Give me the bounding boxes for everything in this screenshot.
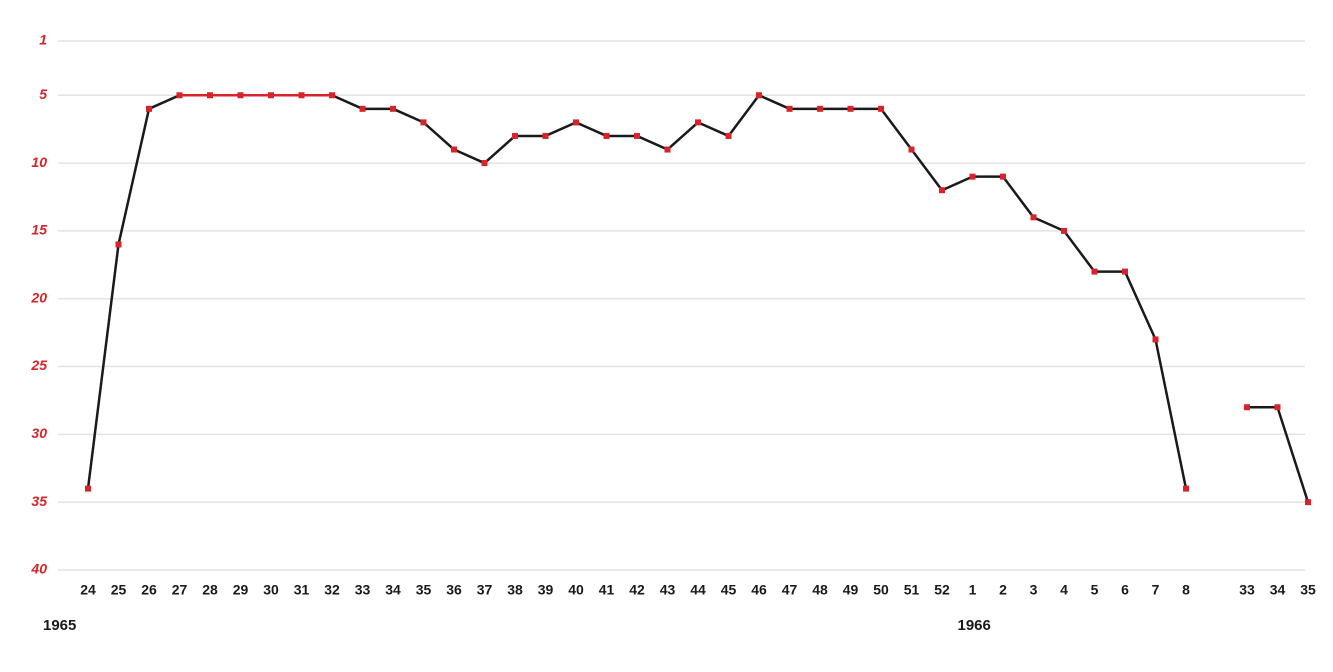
x-tick-label: 32 — [324, 582, 340, 598]
x-tick-label: 5 — [1091, 582, 1099, 598]
x-tick-label: 40 — [568, 582, 584, 598]
marker — [1305, 499, 1311, 506]
y-tick-label: 35 — [31, 493, 47, 509]
x-tick-label: 38 — [507, 582, 523, 598]
x-tick-label: 28 — [202, 582, 218, 598]
marker — [268, 92, 274, 99]
x-tick-label: 37 — [477, 582, 493, 598]
x-tick-label: 29 — [233, 582, 249, 598]
marker — [390, 105, 396, 112]
marker — [542, 132, 549, 139]
marker — [115, 241, 122, 248]
marker — [1244, 404, 1250, 411]
y-tick-label: 30 — [31, 425, 47, 441]
x-tick-label: 26 — [141, 582, 157, 598]
marker — [329, 92, 335, 99]
marker — [1183, 485, 1189, 492]
x-tick-label: 44 — [690, 582, 706, 598]
x-tick-label: 51 — [904, 582, 920, 598]
y-tick-label: 25 — [30, 357, 47, 373]
marker — [969, 173, 976, 180]
x-tick-label: 33 — [355, 582, 371, 598]
marker — [420, 119, 427, 126]
x-tick-label: 1 — [969, 582, 977, 598]
marker — [573, 119, 579, 126]
marker — [1152, 336, 1159, 343]
year-label: 1966 — [958, 617, 991, 634]
marker — [756, 92, 762, 99]
marker — [908, 146, 915, 153]
x-tick-label: 30 — [263, 582, 279, 598]
x-tick-label: 35 — [416, 582, 432, 598]
y-tick-label: 1 — [39, 32, 47, 48]
x-tick-label: 4 — [1060, 582, 1068, 598]
x-tick-label: 50 — [873, 582, 889, 598]
y-tick-label: 40 — [30, 561, 47, 577]
marker — [1061, 227, 1067, 234]
marker — [1274, 404, 1281, 411]
year-label: 1965 — [43, 617, 76, 634]
x-tick-label: 24 — [80, 582, 96, 598]
marker — [603, 132, 610, 139]
marker — [85, 485, 91, 492]
marker — [695, 119, 701, 126]
x-tick-label: 48 — [812, 582, 828, 598]
x-tick-label: 45 — [721, 582, 737, 598]
marker — [1122, 268, 1128, 275]
marker — [1091, 268, 1098, 275]
x-tick-label: 52 — [934, 582, 950, 598]
marker — [512, 132, 518, 139]
x-tick-label: 6 — [1121, 582, 1129, 598]
y-tick-label: 5 — [39, 86, 47, 102]
x-tick-label: 47 — [782, 582, 798, 598]
marker — [878, 105, 884, 112]
marker — [634, 132, 640, 139]
marker — [1000, 173, 1006, 180]
x-tick-label: 49 — [843, 582, 859, 598]
marker — [451, 146, 457, 153]
marker — [176, 92, 183, 99]
marker — [817, 105, 823, 112]
marker — [237, 92, 244, 99]
marker — [298, 92, 305, 99]
x-tick-label: 8 — [1182, 582, 1190, 598]
marker — [939, 187, 945, 194]
marker — [207, 92, 213, 99]
marker — [1030, 214, 1037, 221]
y-tick-label: 15 — [31, 222, 47, 238]
x-tick-label: 43 — [660, 582, 676, 598]
marker — [786, 105, 793, 112]
marker — [725, 132, 732, 139]
x-tick-label: 34 — [1270, 582, 1286, 598]
y-tick-label: 10 — [31, 154, 47, 170]
marker — [359, 105, 366, 112]
x-tick-label: 35 — [1300, 582, 1316, 598]
x-tick-label: 33 — [1239, 582, 1255, 598]
x-tick-label: 27 — [172, 582, 188, 598]
marker — [847, 105, 854, 112]
x-tick-label: 31 — [294, 582, 310, 598]
x-tick-label: 36 — [446, 582, 462, 598]
x-tick-label: 39 — [538, 582, 554, 598]
x-tick-label: 25 — [111, 582, 127, 598]
marker — [664, 146, 671, 153]
marker — [481, 160, 488, 167]
x-tick-label: 3 — [1030, 582, 1038, 598]
x-tick-label: 46 — [751, 582, 767, 598]
x-tick-label: 2 — [999, 582, 1007, 598]
x-tick-label: 41 — [599, 582, 615, 598]
x-tick-label: 7 — [1152, 582, 1160, 598]
x-tick-label: 42 — [629, 582, 645, 598]
marker — [146, 105, 152, 112]
y-tick-label: 20 — [30, 289, 47, 305]
x-tick-label: 34 — [385, 582, 401, 598]
